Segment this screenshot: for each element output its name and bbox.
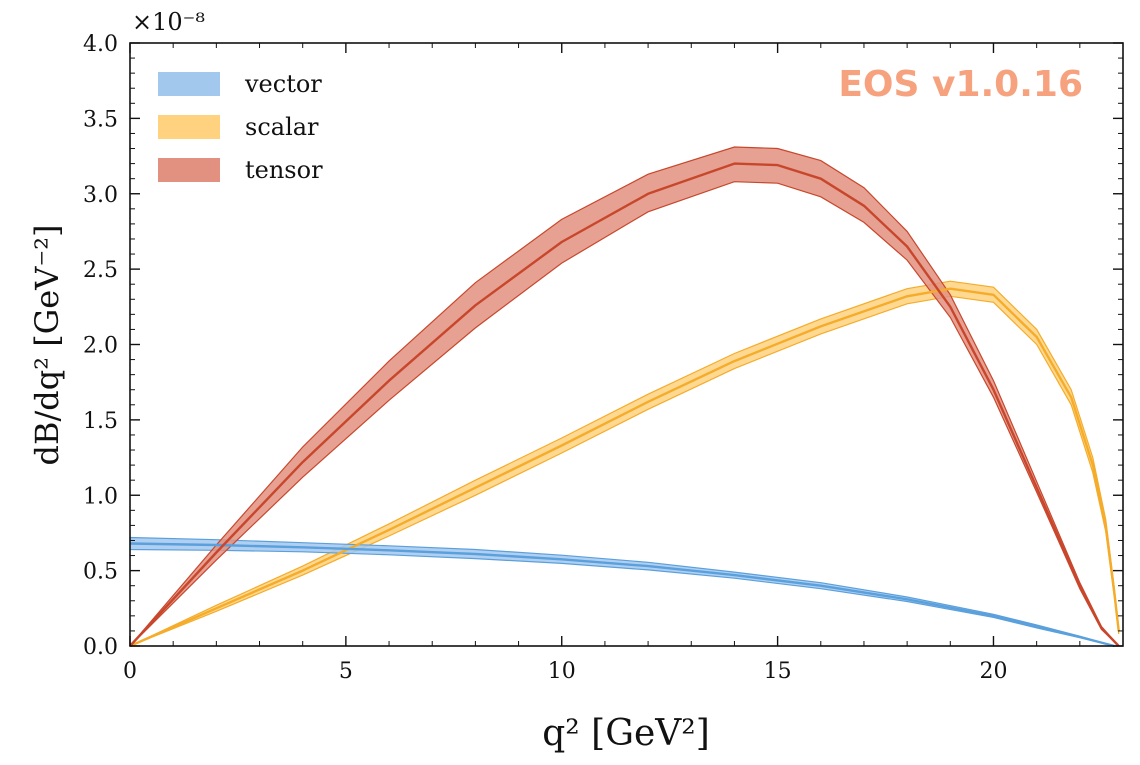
uncertainty-bands — [129, 146, 1120, 647]
x-axis-label: q² [GeV²] — [542, 713, 710, 754]
legend-swatch-vector — [158, 72, 220, 96]
y-tick-label: 0.0 — [83, 635, 118, 660]
y-tick-label: 4.0 — [83, 32, 118, 57]
band-vector — [129, 536, 1115, 647]
legend-swatch-scalar — [158, 115, 220, 139]
x-tick-label: 15 — [764, 659, 792, 684]
x-tick-labels: 0 5 10 15 20 — [123, 659, 1007, 684]
eos-watermark: EOS v1.0.16 — [838, 64, 1083, 105]
legend-label-scalar: scalar — [245, 113, 319, 141]
x-tick-label: 20 — [979, 659, 1007, 684]
legend: vector scalar tensor — [158, 70, 323, 184]
x-tick-label: 0 — [123, 659, 137, 684]
band-tensor — [129, 146, 1120, 647]
line-vector — [129, 542, 1115, 648]
legend-label-tensor: tensor — [245, 156, 323, 184]
central-lines — [129, 162, 1120, 648]
axis-ticks — [129, 42, 1124, 647]
y-axis-label: dB/dq² [GeV⁻²] — [28, 224, 66, 465]
line-tensor — [129, 162, 1120, 647]
y-tick-label: 2.5 — [83, 258, 118, 283]
y-tick-label: 2.0 — [83, 334, 118, 359]
y-tick-label: 0.5 — [83, 560, 118, 585]
legend-label-vector: vector — [244, 70, 322, 98]
y-tick-labels: 0.0 0.5 1.0 1.5 2.0 2.5 3.0 3.5 4.0 — [83, 32, 118, 660]
x-tick-label: 10 — [548, 659, 576, 684]
line-scalar — [129, 287, 1120, 648]
y-axis-multiplier: ×10⁻⁸ — [132, 8, 205, 36]
y-tick-label: 3.0 — [83, 183, 118, 208]
y-tick-label: 3.5 — [83, 107, 118, 132]
legend-swatch-tensor — [158, 158, 220, 182]
y-tick-label: 1.5 — [83, 409, 118, 434]
y-tick-label: 1.0 — [83, 484, 118, 509]
x-tick-label: 5 — [339, 659, 353, 684]
